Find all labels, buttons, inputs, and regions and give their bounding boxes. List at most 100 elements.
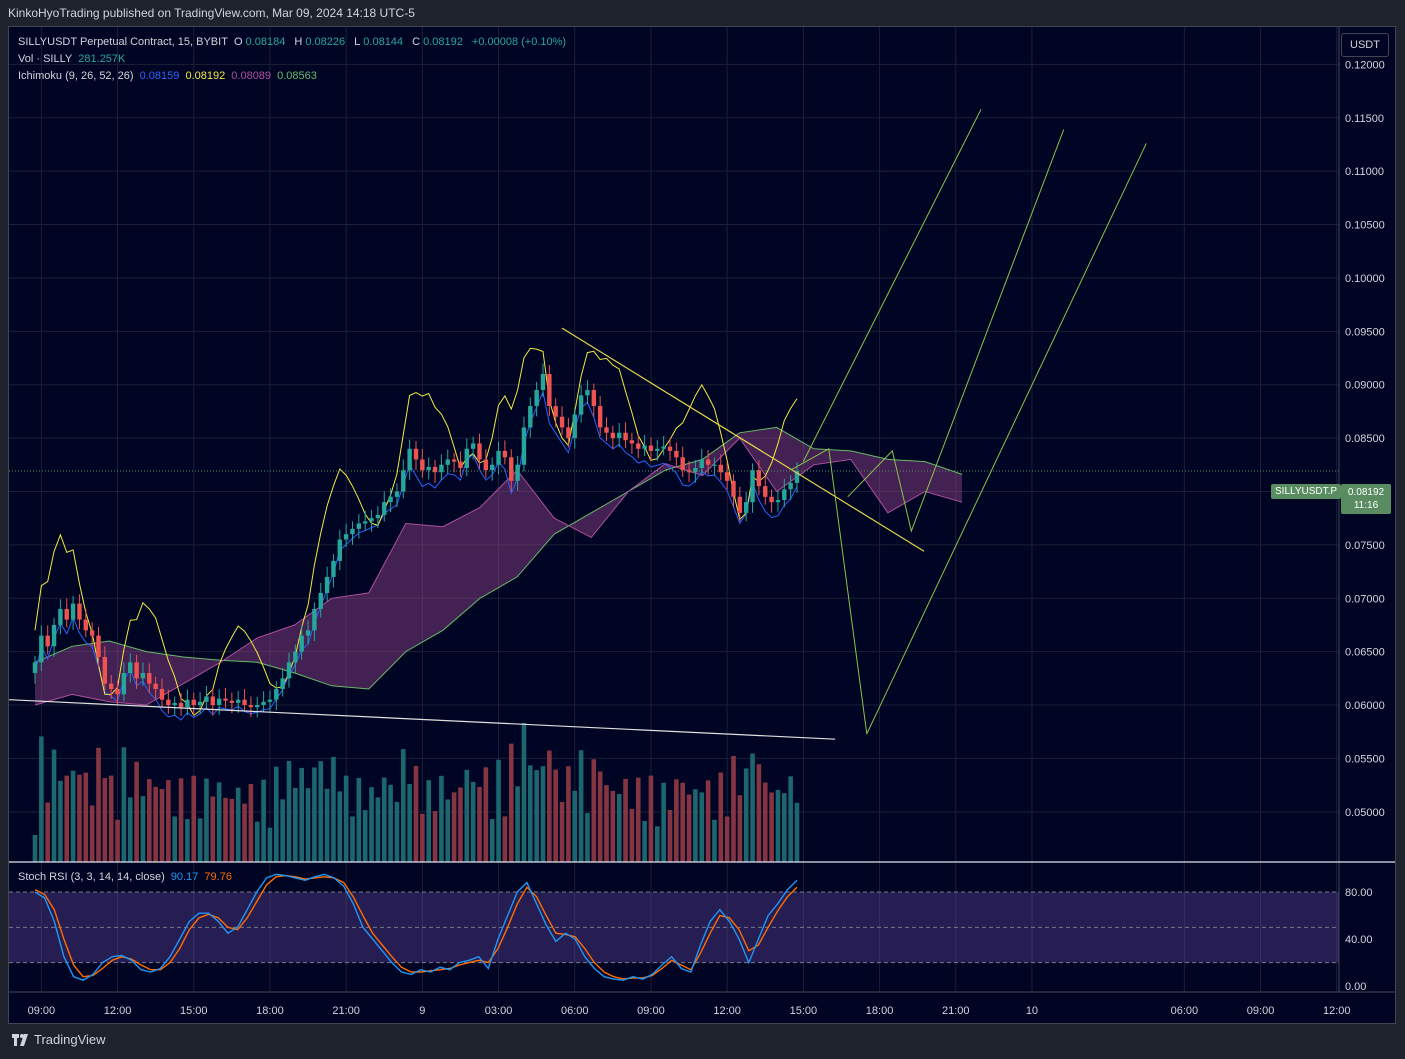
volume-bar: [318, 761, 324, 862]
candle-body: [178, 702, 184, 708]
time-tick-label: 15:00: [790, 1005, 818, 1017]
candle: [629, 432, 635, 454]
last-price: 0.08192: [1347, 487, 1385, 498]
candle-body: [261, 701, 266, 706]
candle: [667, 438, 673, 461]
candle: [350, 521, 355, 545]
candle: [216, 689, 222, 715]
candle-body: [401, 470, 406, 492]
candle: [782, 478, 787, 508]
candle-body: [534, 390, 539, 407]
h-value: 0.08226: [305, 36, 346, 48]
candle-body: [451, 459, 457, 462]
candle-body: [147, 673, 152, 684]
h-label: H: [294, 36, 303, 48]
o-value: 0.08184: [245, 36, 286, 48]
candle: [597, 395, 603, 437]
ichimoku-cloud: [34, 426, 963, 706]
candle-body: [680, 457, 685, 471]
candle: [521, 416, 527, 472]
volume-bar: [413, 765, 419, 862]
volume-bar: [178, 778, 184, 862]
volume-label[interactable]: Vol · SILLY: [18, 53, 73, 65]
legend-stoch-rsi: Stoch RSI (3, 3, 14, 14, close) 90.17 79…: [18, 871, 235, 883]
candle: [45, 625, 50, 655]
candle: [464, 438, 469, 477]
candle-body: [515, 464, 520, 481]
time-tick-label: 12:00: [1323, 1005, 1351, 1017]
volume-bar: [604, 785, 609, 862]
volume-bar: [496, 759, 501, 862]
tradingview-brand[interactable]: TradingView: [12, 1032, 106, 1047]
candle-body: [718, 464, 723, 473]
volume-bar: [661, 782, 666, 862]
candle-body: [77, 603, 82, 620]
candle-body: [445, 459, 450, 465]
candle: [32, 655, 38, 684]
volume-bar: [172, 816, 177, 862]
candle: [420, 448, 425, 478]
candle: [51, 617, 57, 657]
candle-body: [585, 390, 590, 396]
candle-body: [655, 448, 660, 451]
candle-body: [229, 700, 235, 703]
symbol-title[interactable]: SILLYUSDT Perpetual Contract, 15, BYBIT: [18, 36, 228, 48]
candle-body: [191, 699, 196, 706]
candle: [70, 595, 76, 631]
candle-body: [566, 427, 571, 439]
candle-body: [642, 445, 647, 449]
candle: [540, 363, 546, 397]
volume-bar: [426, 780, 431, 862]
chart-canvas[interactable]: 0.12000 0.11500 0.11000 0.10500 0.10000 0.095…: [9, 27, 1395, 1023]
candle: [509, 449, 514, 492]
volume-bar: [331, 756, 336, 862]
volume-bar: [286, 760, 292, 862]
candle: [140, 662, 146, 686]
candle-body: [426, 466, 431, 471]
candle-body: [610, 432, 616, 439]
candle: [426, 457, 431, 480]
candle-body: [712, 464, 717, 466]
stoch-rsi-label[interactable]: Stoch RSI (3, 3, 14, 14, close): [18, 871, 165, 883]
candle-body: [597, 406, 603, 428]
volume-bar: [337, 791, 343, 862]
volume-bar: [667, 809, 673, 862]
candle: [204, 686, 209, 710]
candle: [185, 689, 190, 716]
chart-frame[interactable]: 0.12000 0.11500 0.11000 0.10500 0.10000 0.095…: [8, 26, 1396, 1024]
ichimoku-label[interactable]: Ichimoku (9, 26, 52, 26): [18, 70, 134, 82]
volume-bar: [648, 775, 654, 862]
volume-bar: [83, 772, 89, 862]
candle-body: [172, 702, 177, 706]
candle: [642, 434, 647, 456]
volume-bar: [553, 769, 558, 862]
projection-arrow-2: [847, 129, 1065, 533]
brand-label: TradingView: [34, 1032, 106, 1047]
currency-button[interactable]: USDT: [1341, 33, 1389, 57]
candle: [83, 608, 88, 638]
volume-bar: [305, 788, 311, 862]
volume-bar: [388, 784, 393, 862]
candle-body: [794, 470, 800, 483]
volume-bar: [794, 802, 800, 862]
time-tick-label: 09:00: [637, 1005, 665, 1017]
stoch-rsi-pane: 80.00 40.00 0.00: [9, 873, 1373, 993]
stoch-k-line: [34, 873, 798, 981]
volume-bar: [762, 782, 768, 862]
candle: [223, 688, 228, 708]
candle-body: [337, 539, 342, 561]
candle: [191, 692, 196, 716]
price-tick-label: 0.10000: [1345, 273, 1385, 285]
candle: [363, 510, 368, 531]
volume-bar: [477, 786, 482, 862]
candle: [604, 417, 609, 442]
candle-body: [318, 592, 323, 609]
time-tick-label: 10: [1026, 1005, 1038, 1017]
candle: [756, 460, 762, 496]
volume-bar: [51, 749, 57, 862]
time-axis: 09:00 12:00 15:00 18:00 21:00 9 03:00 06:00 09:0…: [9, 991, 1395, 1017]
volume-bar: [299, 767, 304, 862]
time-tick-label: 06:00: [1171, 1005, 1199, 1017]
candle-body: [432, 466, 438, 473]
candle-body: [464, 448, 469, 468]
